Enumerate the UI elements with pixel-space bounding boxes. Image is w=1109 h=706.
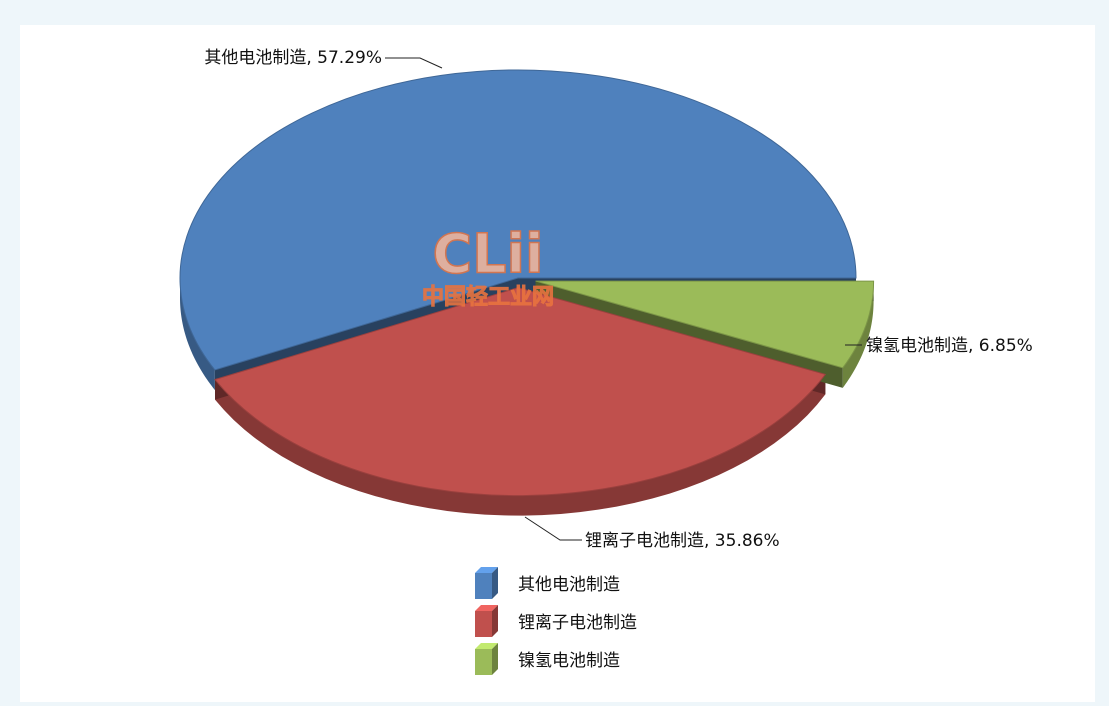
data-label: 镍氢电池制造, 6.85% [866,336,1033,356]
leader-line [524,516,582,541]
legend-swatch [475,567,498,573]
data-label: 其他电池制造, 57.29% [204,48,382,68]
legend-swatch [475,573,492,599]
slice-side [180,278,215,390]
legend-swatch [475,649,492,675]
legend-swatch [475,643,498,649]
watermark: 中国轻工业网 [422,284,554,310]
legend-swatch [492,567,498,599]
legend-swatch [475,611,492,637]
slice [179,69,857,371]
legend-swatch [492,643,498,675]
leader-line [385,57,443,69]
legend-label: 锂离子电池制造 [518,613,637,633]
legend-swatch [475,605,498,611]
legend-swatch [492,605,498,637]
watermark: CLii [432,223,543,286]
legend-label: 镍氢电池制造 [518,651,620,671]
slice-side [215,374,826,516]
legend-label: 其他电池制造 [518,575,620,595]
data-label: 锂离子电池制造, 35.86% [585,531,780,551]
slice [214,287,827,497]
slice [535,280,875,369]
slice-side [842,281,874,388]
